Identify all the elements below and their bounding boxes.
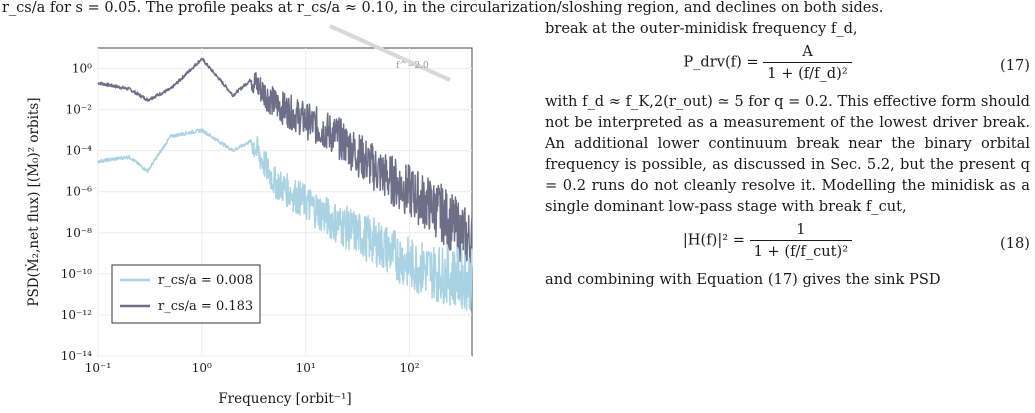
y-axis-label: PSD(Ṁ₂,net flux) [(Ṁ₀)² orbits]	[25, 97, 42, 306]
psd-chart: 10⁻¹ 10⁰ 10¹ 10² 10⁰ 10⁻² 10⁻⁴ 10⁻⁶ 10⁻⁸ 10⁻¹⁰ 10⁻…	[25, 24, 473, 407]
eq18-lhs: |H(f)|² =	[682, 231, 745, 249]
eq17-number: (17)	[1000, 57, 1030, 74]
slope-reference-line	[329, 24, 451, 82]
y-tick-label: 10⁰	[72, 62, 92, 76]
eq17-numerator: A	[763, 41, 852, 63]
y-tick-label: 10⁻¹⁴	[61, 349, 92, 363]
eq17-lhs: P_drv(f) =	[683, 53, 759, 71]
paragraph-1: break at the outer-minidisk frequency f_…	[545, 20, 858, 37]
x-tick-label: 10²	[399, 361, 419, 375]
psd-figure: 10⁻¹ 10⁰ 10¹ 10² 10⁰ 10⁻² 10⁻⁴ 10⁻⁶ 10⁻⁸ 10⁻¹⁰ 10⁻…	[0, 18, 500, 413]
y-tick-label: 10⁻⁶	[66, 185, 93, 199]
paragraph-3: and combining with Equation (17) gives t…	[545, 271, 941, 288]
caption-tail: r_cs/a for s = 0.05. The profile peaks a…	[2, 0, 884, 16]
x-tick-label: 10¹	[296, 361, 316, 375]
y-tick-label: 10⁻²	[66, 103, 93, 117]
eq18-numerator: 1	[749, 219, 853, 241]
eq17-fraction: A 1 + (f/f_d)²	[763, 41, 852, 84]
eq17-denominator: 1 + (f/f_d)²	[767, 65, 848, 82]
eq18-denominator: 1 + (f/f_cut)²	[753, 243, 849, 260]
y-tick-label: 10⁻⁴	[66, 144, 93, 158]
series-line-2	[97, 57, 473, 274]
slope-label: f^−2.0	[396, 61, 429, 71]
y-tick-label: 10⁻¹⁰	[61, 267, 92, 281]
x-tick-label: 10⁻¹	[85, 361, 111, 375]
plot-ticks: 10⁻¹ 10⁰ 10¹ 10² 10⁰ 10⁻² 10⁻⁴ 10⁻⁶ 10⁻⁸ 10⁻¹⁰ 10⁻…	[61, 62, 420, 375]
legend-label-2: r_cs/a = 0.183	[158, 299, 253, 314]
legend-label-1: r_cs/a = 0.008	[158, 273, 253, 288]
body-text-column: break at the outer-minidisk frequency f_…	[545, 18, 1030, 290]
plot-series	[97, 57, 473, 312]
equation-17: P_drv(f) = A 1 + (f/f_d)² (17)	[545, 41, 1030, 89]
x-axis-label: Frequency [orbit⁻¹]	[218, 391, 351, 407]
y-tick-label: 10⁻⁸	[66, 226, 93, 240]
y-tick-label: 10⁻¹²	[61, 308, 92, 322]
legend-box	[111, 264, 261, 324]
series-line-1	[97, 128, 473, 312]
eq18-fraction: 1 1 + (f/f_cut)²	[749, 219, 853, 262]
x-tick-label: 10⁰	[192, 361, 212, 375]
legend: r_cs/a = 0.008 r_cs/a = 0.183	[111, 264, 261, 324]
paragraph-2: with f_d ≈ f_K,2(r_out) ≃ 5 for q = 0.2.…	[545, 93, 1030, 215]
equation-18: |H(f)|² = 1 1 + (f/f_cut)² (18)	[545, 219, 1030, 267]
eq18-number: (18)	[1000, 235, 1030, 252]
